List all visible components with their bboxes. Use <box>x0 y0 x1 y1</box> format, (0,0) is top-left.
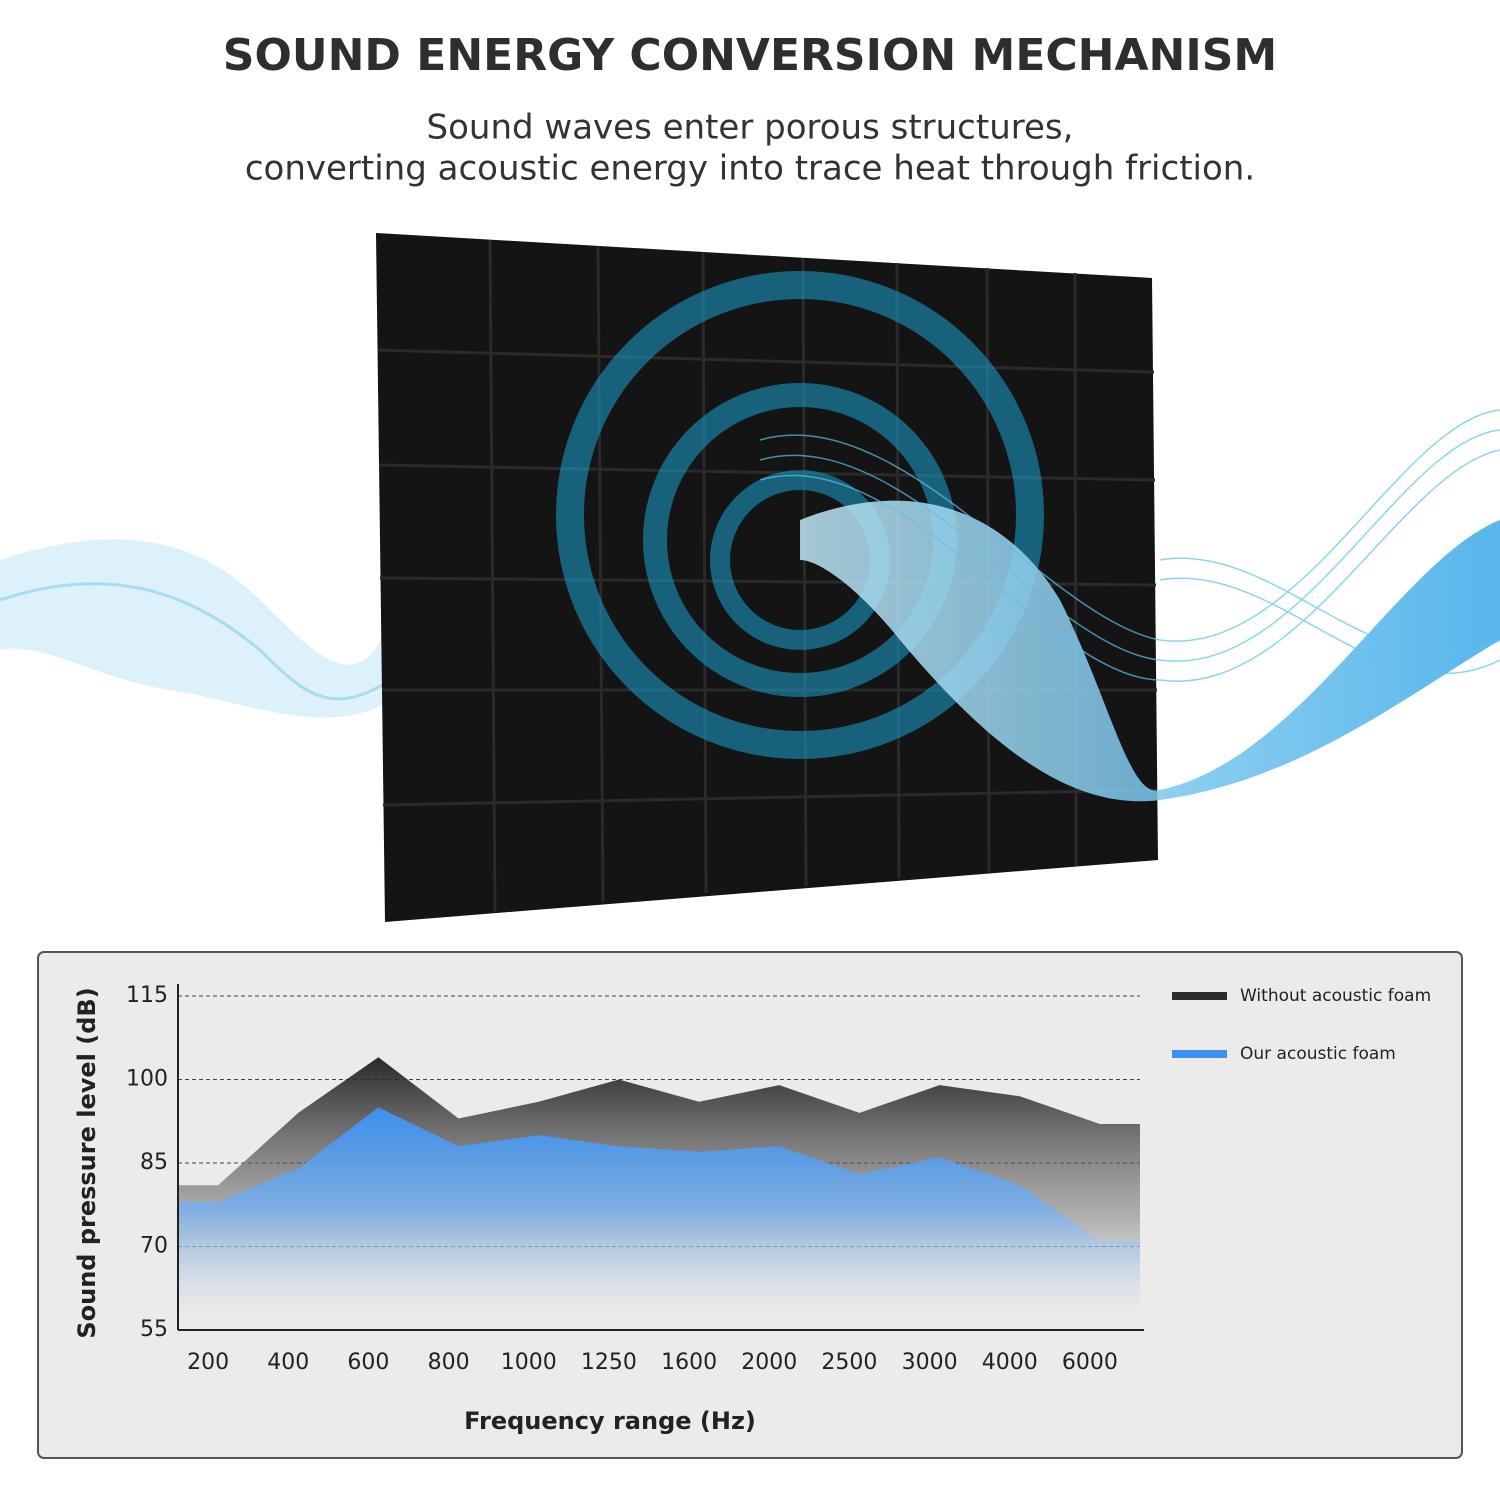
subtitle: converting acoustic energy into trace he… <box>245 149 1255 189</box>
chart: 55 70 85 100 115 200 400 600 800 1000 1250 1600 2000… <box>126 983 1431 1375</box>
y-tick-label: 115 <box>126 983 168 1008</box>
x-tick-label: 2500 <box>821 1350 877 1375</box>
y-tick-label: 100 <box>126 1067 168 1092</box>
x-tick-label: 3000 <box>902 1350 958 1375</box>
x-tick-label: 1600 <box>661 1350 717 1375</box>
x-tick-label: 800 <box>428 1350 470 1375</box>
y-tick-label: 85 <box>140 1150 168 1175</box>
x-tick-label: 4000 <box>982 1350 1038 1375</box>
x-tick-label: 200 <box>187 1350 229 1375</box>
x-tick-label: 600 <box>347 1350 389 1375</box>
legend-label: Without acoustic foam <box>1240 986 1431 1006</box>
y-axis-label: Sound pressure level (dB) <box>73 987 101 1338</box>
legend-label: Our acoustic foam <box>1240 1044 1396 1064</box>
title: SOUND ENERGY CONVERSION MECHANISM <box>223 30 1277 81</box>
y-tick-label: 70 <box>140 1234 168 1259</box>
x-tick-label: 6000 <box>1062 1350 1118 1375</box>
y-tick-label: 55 <box>140 1317 168 1342</box>
product-illustration <box>0 233 1500 922</box>
area <box>178 1107 1140 1330</box>
subtitle: Sound waves enter porous structures, <box>427 108 1074 148</box>
x-tick-label: 1250 <box>581 1350 637 1375</box>
x-axis-label: Frequency range (Hz) <box>464 1407 756 1435</box>
x-tick-label: 2000 <box>741 1350 797 1375</box>
x-tick-label: 400 <box>267 1350 309 1375</box>
x-tick-label: 1000 <box>501 1350 557 1375</box>
